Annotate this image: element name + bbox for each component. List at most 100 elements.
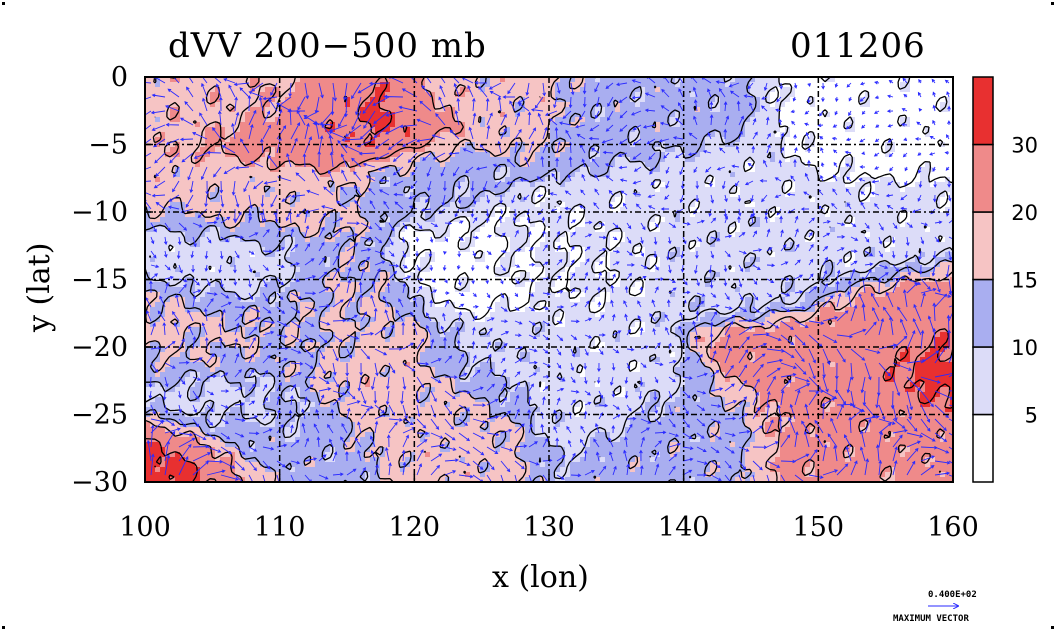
field-cell [855,82,861,88]
field-cell [260,77,266,83]
field-cell [225,192,231,198]
field-cell [300,132,306,138]
field-cell [475,177,481,183]
field-cell [290,162,296,168]
field-cell [430,167,436,173]
field-cell [345,157,351,163]
field-cell [185,162,191,168]
field-cell [805,112,811,118]
field-cell [835,137,841,143]
field-cell [390,172,396,178]
field-cell [740,167,746,173]
field-cell [275,172,281,178]
field-cell [375,192,381,198]
field-cell [615,77,621,83]
field-cell [640,97,646,103]
field-cell [790,227,796,233]
field-cell [925,202,931,208]
field-cell [365,182,371,188]
field-cell [535,187,541,193]
field-cell [950,177,953,183]
field-cell [385,172,391,178]
field-cell [695,222,701,228]
field-cell [265,217,271,223]
field-cell [145,122,151,128]
field-cell [715,127,721,133]
field-cell [910,157,916,163]
field-cell [195,227,201,233]
field-cell [335,87,341,93]
field-cell [265,117,271,123]
field-cell [280,152,286,158]
field-cell [850,117,856,123]
field-cell [150,207,156,213]
field-cell [720,202,726,208]
field-cell [175,222,181,228]
field-cell [680,132,686,138]
field-cell [160,137,166,143]
field-cell [765,217,771,223]
field-cell [310,187,316,193]
field-cell [835,152,841,158]
field-cell [165,82,171,88]
field-cell [315,77,321,83]
field-cell [440,127,446,133]
field-cell [555,107,561,113]
field-cell [230,212,236,218]
field-cell [175,217,181,223]
field-cell [390,122,396,128]
field-cell [650,192,656,198]
field-cell [830,102,836,108]
field-cell [240,97,246,103]
field-cell [560,172,566,178]
field-cell [410,102,416,108]
field-cell [175,162,181,168]
field-cell [380,157,386,163]
field-cell [550,137,556,143]
field-cell [245,217,251,223]
field-cell [435,212,441,218]
field-cell [255,157,261,163]
field-cell [795,142,801,148]
field-cell [585,77,591,83]
field-cell [485,117,491,123]
field-cell [425,187,431,193]
field-cell [900,152,906,158]
field-cell [385,227,391,233]
field-cell [895,127,901,133]
field-cell [555,87,561,93]
field-cell [680,87,686,93]
field-cell [320,117,326,123]
field-cell [275,77,281,83]
field-cell [145,92,151,98]
field-cell [665,197,671,203]
field-cell [905,162,911,168]
field-cell [785,162,791,168]
field-cell [195,177,201,183]
field-cell [150,192,156,198]
field-cell [805,117,811,123]
field-cell [700,212,706,218]
field-cell [425,122,431,128]
field-cell [645,142,651,148]
field-cell [390,182,396,188]
field-cell [505,112,511,118]
field-cell [950,137,953,143]
field-cell [555,192,561,198]
field-cell [445,147,451,153]
field-cell [280,162,286,168]
field-cell [625,122,631,128]
field-cell [710,187,716,193]
field-cell [280,87,286,93]
field-cell [495,212,501,218]
field-cell [350,87,356,93]
field-cell [445,162,451,168]
field-cell [870,182,876,188]
field-cell [705,82,711,88]
field-cell [255,192,261,198]
field-cell [150,167,156,173]
field-cell [440,137,446,143]
field-cell [350,177,356,183]
field-cell [745,127,751,133]
field-cell [830,212,836,218]
